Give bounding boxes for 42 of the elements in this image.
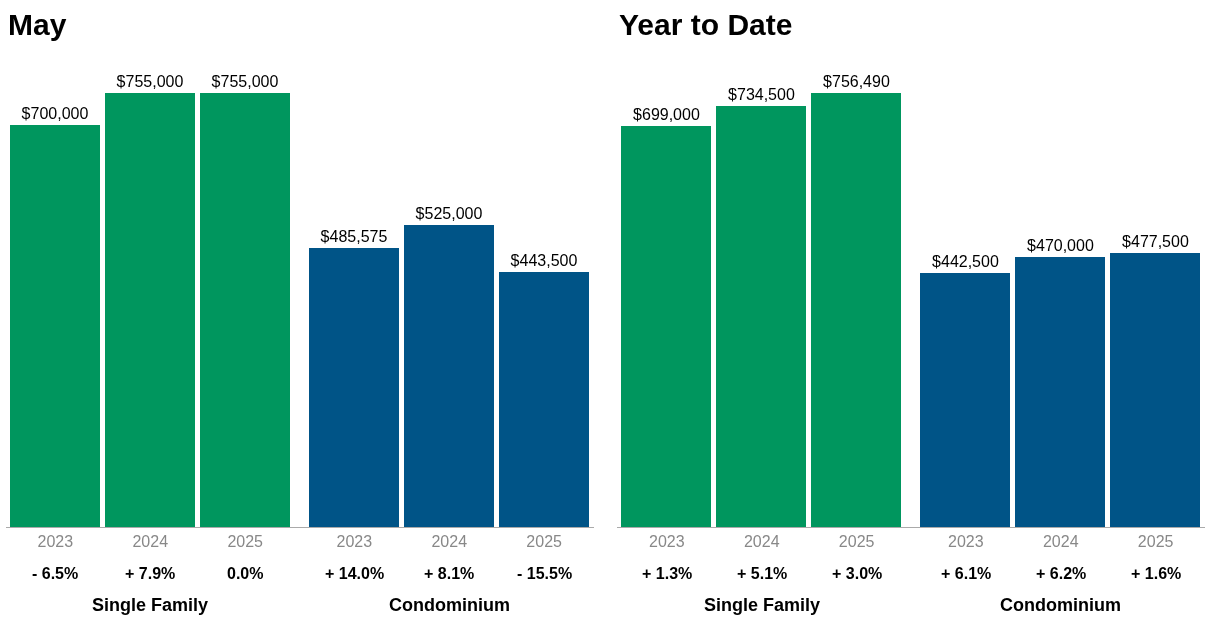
text: + 6.1% (941, 565, 992, 582)
text: - 15.5% (517, 565, 573, 582)
text: + 8.1% (424, 565, 475, 582)
chart-title: May (8, 8, 67, 41)
data-label: $756,490 (823, 73, 890, 91)
text: + 5.1% (737, 565, 788, 582)
data-label: $470,000 (1027, 237, 1094, 255)
data-label: $734,500 (728, 86, 795, 104)
text: + 7.9% (125, 565, 176, 582)
text: 0.0% (227, 565, 264, 582)
x-tick-label: 2023 (948, 533, 984, 551)
x-tick-label: 2024 (431, 533, 468, 551)
data-label: $443,500 (510, 252, 578, 270)
data-label: $525,000 (415, 205, 483, 223)
x-tick-label: 2023 (336, 533, 373, 551)
text: Single Family (92, 595, 209, 615)
text: Condominium (389, 595, 510, 615)
chart-title: Year to Date (619, 8, 793, 41)
x-tick-label: 2024 (1042, 533, 1079, 551)
x-tick-label: 2024 (132, 533, 169, 551)
x-tick-label: 2025 (526, 533, 563, 551)
x-tick-label: 2023 (649, 533, 685, 551)
x-tick-label: 2023 (37, 533, 74, 551)
data-label: $755,000 (211, 73, 279, 91)
data-label: $477,500 (1122, 233, 1189, 251)
data-label: $700,000 (21, 105, 89, 123)
text: + 14.0% (325, 565, 385, 582)
text: + 1.6% (1131, 565, 1182, 582)
data-label: $485,575 (320, 228, 388, 246)
x-tick-label: 2024 (743, 533, 780, 551)
text: Condominium (1000, 595, 1121, 615)
data-label: $442,500 (932, 253, 999, 271)
text: + 6.2% (1036, 565, 1087, 582)
text: + 1.3% (642, 565, 693, 582)
data-label: $699,000 (633, 106, 700, 124)
x-tick-label: 2025 (227, 533, 264, 551)
x-tick-label: 2025 (1137, 533, 1174, 551)
data-label: $755,000 (116, 73, 184, 91)
text: - 6.5% (32, 565, 79, 582)
text: + 3.0% (832, 565, 883, 582)
text: Single Family (704, 595, 821, 615)
x-tick-label: 2025 (838, 533, 875, 551)
